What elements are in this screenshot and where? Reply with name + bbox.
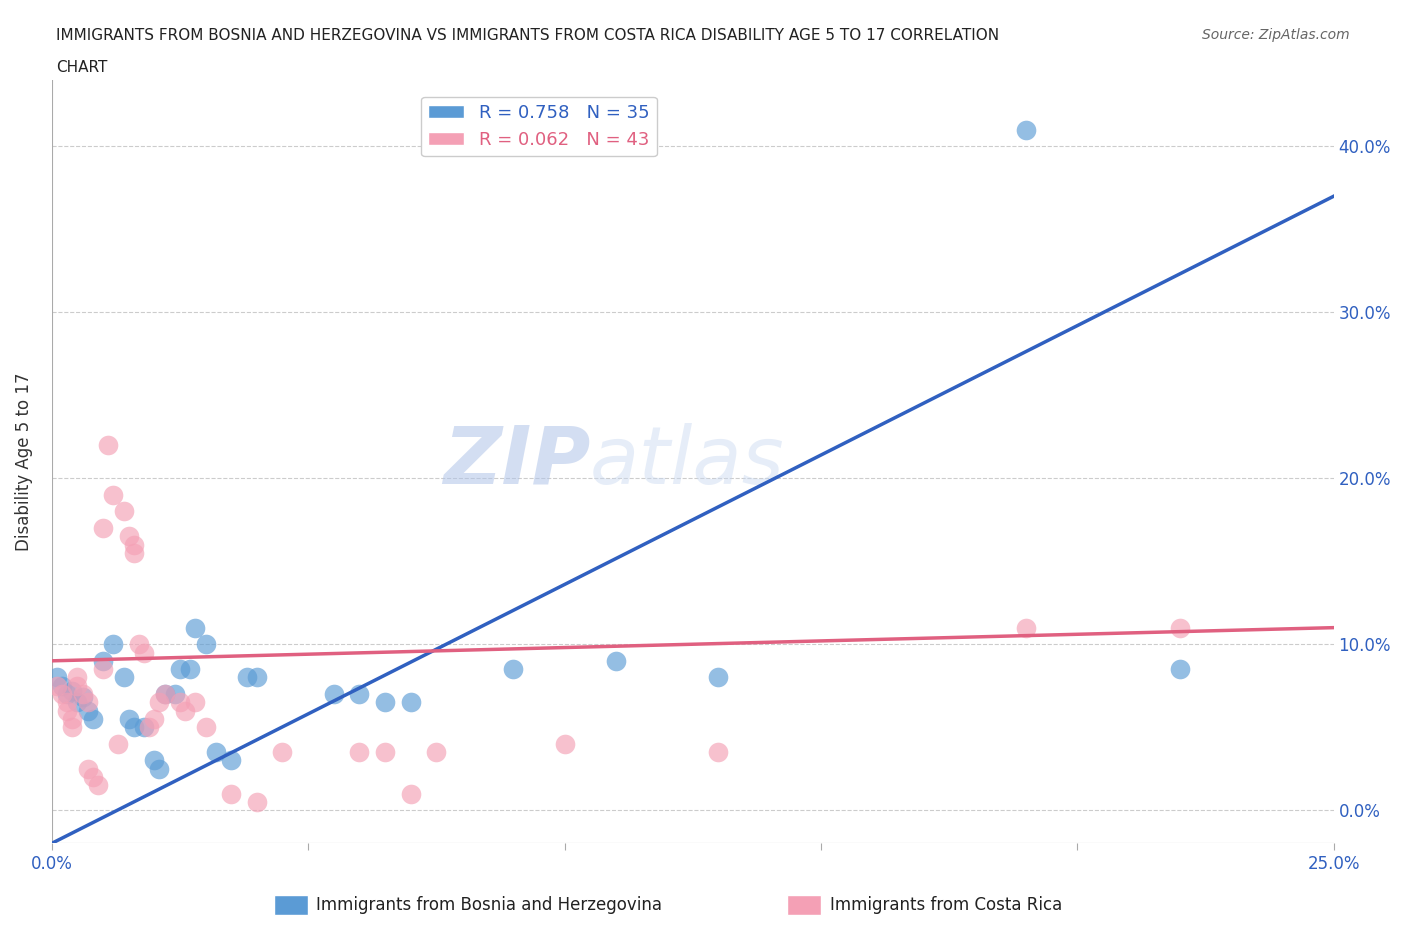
Point xyxy=(399,786,422,801)
Point xyxy=(132,720,155,735)
Point xyxy=(72,690,94,705)
Point xyxy=(322,686,344,701)
Point xyxy=(271,745,294,760)
Point xyxy=(118,711,141,726)
Point xyxy=(122,546,145,561)
Point xyxy=(219,753,242,768)
Point xyxy=(76,703,98,718)
Point xyxy=(72,686,94,701)
Text: IMMIGRANTS FROM BOSNIA AND HERZEGOVINA VS IMMIGRANTS FROM COSTA RICA DISABILITY : IMMIGRANTS FROM BOSNIA AND HERZEGOVINA V… xyxy=(56,28,1000,43)
Point xyxy=(143,753,166,768)
Point xyxy=(122,720,145,735)
Point xyxy=(1015,620,1038,635)
Point xyxy=(184,620,207,635)
Point xyxy=(374,745,396,760)
Point xyxy=(605,654,627,669)
Point xyxy=(60,684,83,698)
Point xyxy=(91,521,114,536)
Point xyxy=(128,637,150,652)
Point xyxy=(349,686,371,701)
Point xyxy=(553,737,575,751)
Point xyxy=(66,670,89,684)
Point xyxy=(169,695,191,710)
Point xyxy=(153,686,176,701)
Point xyxy=(148,762,170,777)
Point xyxy=(66,678,89,693)
Point xyxy=(107,737,129,751)
Point xyxy=(97,438,120,453)
Text: Immigrants from Bosnia and Herzegovina: Immigrants from Bosnia and Herzegovina xyxy=(316,896,662,914)
Point xyxy=(91,654,114,669)
Point xyxy=(502,661,524,676)
Point xyxy=(1015,123,1038,138)
Point xyxy=(143,711,166,726)
Point xyxy=(66,695,89,710)
Point xyxy=(103,637,125,652)
Point xyxy=(246,794,269,809)
Text: ZIP: ZIP xyxy=(443,423,591,500)
Point xyxy=(246,670,269,684)
Text: Source: ZipAtlas.com: Source: ZipAtlas.com xyxy=(1202,28,1350,42)
Point xyxy=(174,703,197,718)
Text: CHART: CHART xyxy=(56,60,108,75)
Y-axis label: Disability Age 5 to 17: Disability Age 5 to 17 xyxy=(15,373,32,551)
Point xyxy=(45,678,67,693)
Point xyxy=(91,661,114,676)
Text: atlas: atlas xyxy=(591,423,785,500)
Point xyxy=(148,695,170,710)
Point xyxy=(60,711,83,726)
Point xyxy=(1168,661,1191,676)
Point xyxy=(1168,620,1191,635)
Point xyxy=(163,686,186,701)
Point xyxy=(56,686,79,701)
Point xyxy=(76,695,98,710)
Point xyxy=(76,762,98,777)
Point xyxy=(219,786,242,801)
Point xyxy=(184,695,207,710)
Point xyxy=(235,670,257,684)
Point xyxy=(194,637,217,652)
Point xyxy=(51,686,73,701)
Legend: R = 0.758   N = 35, R = 0.062   N = 43: R = 0.758 N = 35, R = 0.062 N = 43 xyxy=(420,97,657,156)
Point xyxy=(87,777,110,792)
Point xyxy=(153,686,176,701)
Point xyxy=(51,678,73,693)
Point xyxy=(205,745,228,760)
Point xyxy=(56,695,79,710)
Point xyxy=(399,695,422,710)
Point xyxy=(707,745,730,760)
Point xyxy=(132,645,155,660)
Point xyxy=(425,745,447,760)
Point xyxy=(112,504,135,519)
Point xyxy=(707,670,730,684)
Point xyxy=(349,745,371,760)
Point xyxy=(112,670,135,684)
Point xyxy=(169,661,191,676)
Point xyxy=(118,529,141,544)
Point xyxy=(82,711,104,726)
Text: Immigrants from Costa Rica: Immigrants from Costa Rica xyxy=(830,896,1062,914)
Point xyxy=(103,487,125,502)
Point xyxy=(45,670,67,684)
Point xyxy=(179,661,201,676)
Point xyxy=(82,769,104,784)
Point xyxy=(374,695,396,710)
Point xyxy=(56,703,79,718)
Point xyxy=(138,720,160,735)
Point xyxy=(122,538,145,552)
Point xyxy=(194,720,217,735)
Point xyxy=(60,720,83,735)
